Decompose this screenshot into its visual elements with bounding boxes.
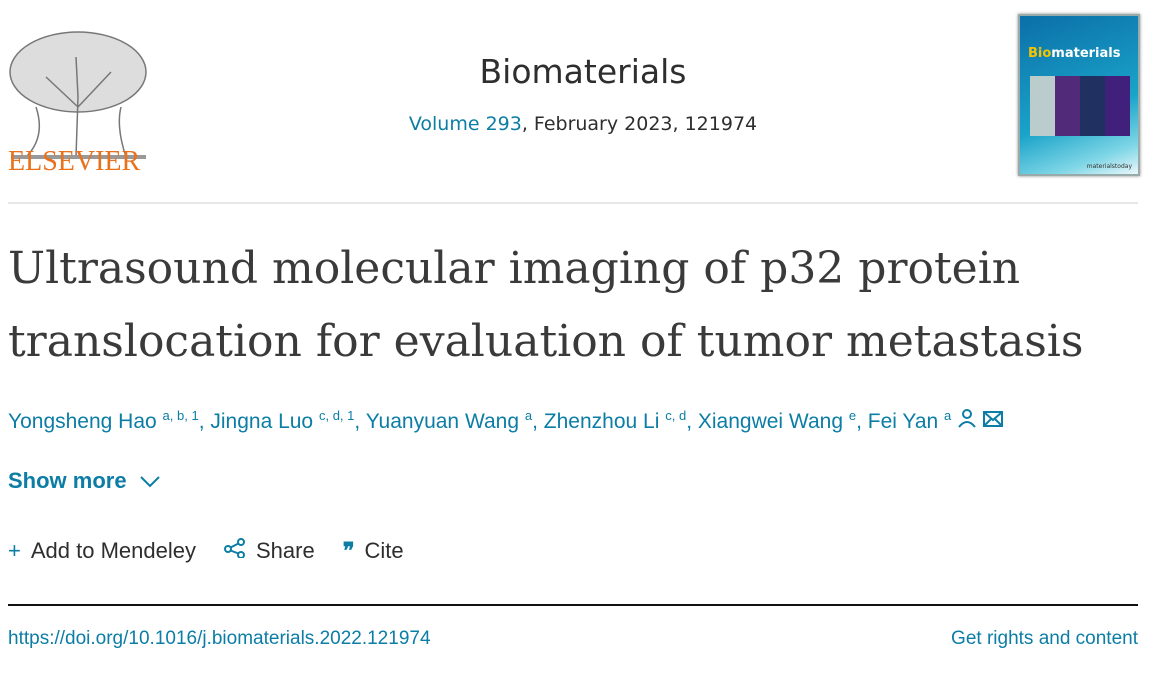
doi-link[interactable]: https://doi.org/10.1016/j.biomaterials.2… [8, 628, 431, 649]
elsevier-tree-logo[interactable] [6, 12, 151, 177]
article-actions: + Add to Mendeley Share ❞ Cite [8, 538, 404, 564]
get-rights-link[interactable]: Get rights and content [951, 628, 1138, 649]
email-icon[interactable] [982, 410, 1003, 428]
journal-title[interactable]: Biomaterials [479, 52, 687, 91]
cover-title: Biomaterials [1028, 46, 1121, 61]
author-link[interactable]: Yongsheng Hao a, b, 1 [8, 408, 199, 433]
journal-cover-image[interactable]: Biomaterials materialstoday [1018, 14, 1140, 176]
author-affiliation: e [848, 408, 857, 423]
author-link[interactable]: Xiangwei Wang e [697, 408, 857, 433]
author-affiliation: c, d, 1 [318, 408, 355, 423]
author-affiliation: c, d [665, 408, 687, 423]
author-name: Fei Yan [867, 410, 939, 433]
elsevier-wordmark: ELSEVIER [8, 146, 141, 177]
issue-date: , February 2023, 121974 [521, 113, 758, 135]
quote-icon: ❞ [342, 538, 355, 564]
share-button[interactable]: Share [223, 538, 315, 564]
article-title: Ultrasound molecular imaging of p32 prot… [8, 243, 1084, 367]
show-more-button[interactable]: Show more [8, 468, 161, 494]
author-list: Yongsheng Hao a, b, 1, Jingna Luo c, d, … [8, 408, 1003, 434]
author-affiliation: a [944, 408, 952, 423]
author-name: Jingna Luo [210, 410, 314, 433]
cover-footer: materialstoday [1086, 163, 1132, 170]
author-name: Yuanyuan Wang [365, 410, 520, 433]
show-more-label: Show more [8, 468, 127, 493]
add-to-mendeley-button[interactable]: + Add to Mendeley [8, 538, 196, 563]
author-link[interactable]: Yuanyuan Wang a [365, 408, 533, 433]
person-icon[interactable] [957, 408, 977, 428]
author-link[interactable]: Jingna Luo c, d, 1 [210, 408, 355, 433]
cite-button[interactable]: ❞ Cite [342, 538, 404, 564]
author-name: Xiangwei Wang [697, 410, 843, 433]
divider [8, 202, 1138, 204]
author-name: Zhenzhou Li [543, 410, 660, 433]
author-link[interactable]: Fei Yan a [867, 408, 952, 433]
plus-icon: + [8, 538, 21, 563]
author-name: Yongsheng Hao [8, 410, 157, 433]
divider [8, 604, 1138, 606]
share-icon [223, 538, 245, 559]
author-link[interactable]: Zhenzhou Li c, d [543, 408, 687, 433]
author-affiliation: a, b, 1 [162, 408, 199, 423]
chevron-down-icon [139, 476, 160, 488]
volume-link[interactable]: Volume 293 [408, 113, 522, 135]
volume-info: Volume 293, February 2023, 121974 [0, 113, 1154, 135]
author-affiliation: a [524, 408, 533, 423]
cover-figure [1030, 76, 1130, 136]
